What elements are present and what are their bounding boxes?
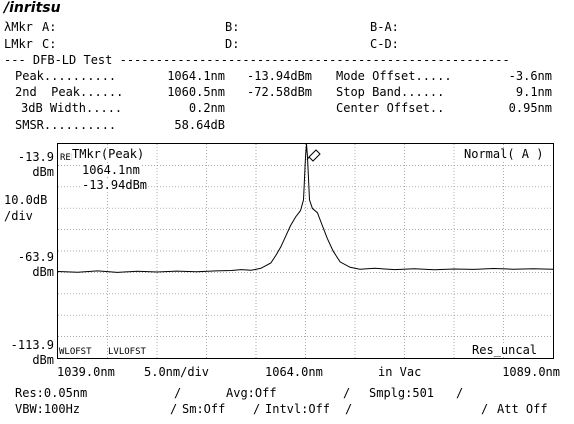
width-label: 3dB Width..... <box>21 101 123 115</box>
tmkr-label: TMkr(Peak) <box>72 147 145 161</box>
peak-level: -13.94dBm <box>247 69 313 83</box>
sampling-setting[interactable]: Smplg:501 <box>369 386 435 400</box>
stop-band-label: Stop Band...... <box>336 85 445 99</box>
width-value: 0.2nm <box>188 101 225 115</box>
status-separator: / <box>253 402 261 416</box>
interval-setting[interactable]: Intvl:Off <box>265 402 331 416</box>
tmkr-level: -13.94dBm <box>82 178 148 192</box>
x-center-wavelength: 1064.0nm <box>265 365 323 379</box>
status-separator: / <box>345 402 353 416</box>
y-mid-unit: dBm <box>32 265 54 279</box>
peak-marker-icon <box>306 149 321 162</box>
ref-label: REF <box>60 153 77 163</box>
average-setting[interactable]: Avg:Off <box>226 386 277 400</box>
spectrum-trace <box>58 144 553 273</box>
marker-b-label: B: <box>225 20 240 34</box>
smsr-label: SMSR.......... <box>15 118 117 132</box>
marker-c-minus-d-label: C-D: <box>370 37 399 51</box>
display-mode-label: Normal( A ) <box>464 147 544 161</box>
second-peak-wavelength: 1060.5nm <box>167 85 225 99</box>
mode-offset-value: -3.6nm <box>508 69 552 83</box>
y-top-unit: dBm <box>32 165 54 179</box>
tmkr-wavelength: 1064.1nm <box>82 163 140 177</box>
status-separator: / <box>170 402 178 416</box>
second-peak-level: -72.58dBm <box>247 85 313 99</box>
smsr-value: 58.64dB <box>174 118 225 132</box>
center-offset-value: 0.95nm <box>508 101 552 115</box>
level-offset-label: LVLOFST <box>108 347 146 357</box>
marker-a-label: A: <box>42 20 57 34</box>
y-top-value: -13.9 <box>17 150 54 164</box>
stop-band-value: 9.1nm <box>515 85 552 99</box>
x-span-per-div: 5.0nm/div <box>144 365 210 379</box>
y-bottom-unit: dBm <box>32 353 54 367</box>
wavelength-medium: in Vac <box>378 365 422 379</box>
mode-offset-label: Mode Offset..... <box>336 69 452 83</box>
y-mid-value: -63.9 <box>17 250 54 264</box>
section-title: --- DFB-LD Test ------------------------… <box>4 54 510 66</box>
y-scale-unit: /div <box>4 209 33 223</box>
l-marker-label: LMkr <box>4 37 33 51</box>
smoothing-setting[interactable]: Sm:Off <box>182 402 226 416</box>
marker-c-label: C: <box>42 37 57 51</box>
lambda-marker-label: λMkr <box>4 20 33 34</box>
second-peak-label: 2nd Peak...... <box>15 85 124 99</box>
spectrum-plot[interactable] <box>58 144 553 358</box>
wavelength-offset-label: WLOFST <box>59 347 92 357</box>
center-offset-label: Center Offset.. <box>336 101 445 115</box>
attenuator-setting[interactable]: Att Off <box>497 402 548 416</box>
peak-wavelength: 1064.1nm <box>167 69 225 83</box>
peak-label: Peak.......... <box>15 69 117 83</box>
x-start-wavelength: 1039.0nm <box>57 365 115 379</box>
status-separator: / <box>174 386 182 400</box>
status-separator: / <box>456 386 464 400</box>
marker-d-label: D: <box>225 37 240 51</box>
trace-layer <box>58 144 553 273</box>
status-separator: / <box>343 386 351 400</box>
resolution-setting[interactable]: Res:0.05nm <box>15 386 88 400</box>
x-stop-wavelength: 1089.0nm <box>502 365 560 379</box>
spectrum-graph[interactable]: REF TMkr(Peak) 1064.1nm -13.94dBm Normal… <box>57 143 554 359</box>
marker-b-minus-a-label: B-A: <box>370 20 399 34</box>
vbw-setting[interactable]: VBW:100Hz <box>15 402 81 416</box>
y-bottom-value: -113.9 <box>10 338 54 352</box>
status-separator: / <box>481 402 489 416</box>
anritsu-logo: /inritsu <box>4 0 61 16</box>
resolution-uncal-label: Res_uncal <box>472 343 538 357</box>
y-scale-value: 10.0dB <box>4 193 48 207</box>
